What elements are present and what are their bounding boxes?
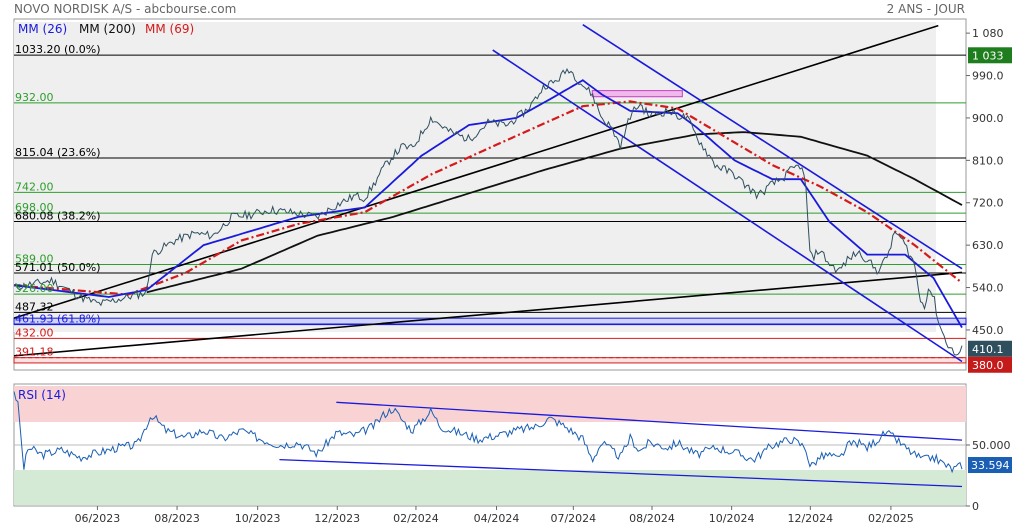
rsi-axis: 50.000 0 33.594 — [966, 439, 1012, 513]
x-tick-label-1: 08/2023 — [154, 512, 200, 525]
level-label-8: 526.00 — [15, 282, 54, 295]
price-tag-0: 1 033 — [972, 49, 1004, 62]
level-label-9: 487.32 — [15, 300, 54, 313]
rsi-last-tag: 33.594 — [971, 459, 1010, 472]
x-tick-label-3: 12/2023 — [314, 512, 360, 525]
rsi-line — [13, 391, 963, 474]
price-tick-label-3: 810.0 — [972, 154, 1004, 167]
level-label-5: 680.08 (38.2%) — [15, 210, 101, 223]
rsi-tick-label-1: 0 — [972, 500, 979, 513]
rsi-tick-label-0: 50.000 — [972, 439, 1011, 452]
level-label-3: 742.00 — [15, 180, 54, 193]
x-tick-label-4: 02/2024 — [393, 512, 439, 525]
x-tick-label-9: 12/2024 — [787, 512, 833, 525]
price-panel: 1033.20 (0.0%) 932.00 815.04 (23.6%) 742.00… — [13, 18, 1012, 373]
price-level-labels: 1033.20 (0.0%) 932.00 815.04 (23.6%) 742.00… — [15, 43, 101, 358]
price-trendline-1 — [13, 271, 963, 357]
legend-mm69: MM (69) — [145, 22, 194, 36]
price-axis: 1 080 990.0 900.0 810.0 720.0 630.0 540.0 450.0 — [966, 27, 1004, 337]
rsi-last-tag-bg — [968, 457, 1012, 474]
zone-red-1 — [13, 357, 967, 364]
price-trendlines — [13, 23, 963, 363]
price-tag-bg-2 — [968, 356, 1012, 373]
level-label-1: 932.00 — [15, 91, 54, 104]
price-line — [13, 67, 963, 356]
mm26-line — [13, 79, 963, 329]
chart-period: 2 ANS - JOUR — [887, 2, 965, 16]
mm200-line — [146, 131, 963, 294]
mm69-line — [13, 100, 963, 296]
level-label-12: 391.18 — [15, 346, 54, 359]
rsi-panel: 50.000 0 33.594 RSI (14) — [13, 383, 1012, 513]
x-tick-label-8: 10/2024 — [709, 512, 755, 525]
price-tick-label-6: 540.0 — [972, 282, 1004, 295]
x-tick-label-6: 07/2024 — [550, 512, 596, 525]
price-series-group — [13, 67, 963, 356]
zone-magenta-2 — [591, 90, 683, 98]
x-tick-label-10: 02/2025 — [868, 512, 914, 525]
x-tick-label-7: 08/2024 — [629, 512, 675, 525]
level-label-7: 571.01 (50.0%) — [15, 261, 101, 274]
price-tag-bg-0 — [968, 47, 1012, 64]
legend-mm200: MM (200) — [79, 22, 136, 36]
price-tick-label-7: 450.0 — [972, 324, 1004, 337]
level-label-0: 1033.20 (0.0%) — [15, 43, 101, 56]
legend-mm26: MM (26) — [18, 22, 67, 36]
x-tick-label-5: 04/2024 — [474, 512, 520, 525]
x-tick-label-0: 06/2023 — [75, 512, 121, 525]
level-label-11: 432.00 — [15, 326, 54, 339]
rsi-oversold-zone — [14, 470, 966, 505]
price-tag-1: 410.1 — [972, 343, 1004, 356]
price-tick-label-5: 630.0 — [972, 239, 1004, 252]
legend: MM (26) MM (200) MM (69) — [18, 22, 194, 36]
price-tick-label-2: 900.0 — [972, 112, 1004, 125]
level-label-2: 815.04 (23.6%) — [15, 146, 101, 159]
price-trendline-3 — [492, 49, 963, 363]
price-tags: 1 033 410.1 380.0 — [968, 47, 1012, 373]
price-levels — [14, 54, 966, 359]
level-label-4: 698.00 — [15, 201, 54, 214]
level-label-10: 461.93 (61.8%) — [15, 312, 101, 325]
rsi-overbought-zone — [14, 386, 966, 422]
price-trendline-0 — [13, 24, 939, 319]
price-tick-label-0: 1 080 — [972, 27, 1004, 40]
rsi-trendline-0 — [336, 401, 963, 441]
price-tick-label-4: 720.0 — [972, 197, 1004, 210]
level-label-6: 589.00 — [15, 252, 54, 265]
zone-blue-0 — [13, 317, 967, 325]
x-axis: 06/2023 08/2023 10/2023 12/2023 02/2024 04/20… — [75, 506, 914, 525]
price-tick-label-1: 990.0 — [972, 70, 1004, 83]
price-tag-2: 380.0 — [972, 359, 1004, 372]
chart-title: NOVO NORDISK A/S - abcbourse.com — [14, 2, 236, 16]
x-tick-label-2: 10/2023 — [235, 512, 281, 525]
price-trendline-2 — [582, 23, 963, 270]
rsi-lines — [13, 391, 966, 488]
price-tag-bg-1 — [968, 340, 1012, 357]
rsi-trendline-1 — [279, 458, 963, 488]
rsi-label: RSI (14) — [18, 388, 66, 402]
